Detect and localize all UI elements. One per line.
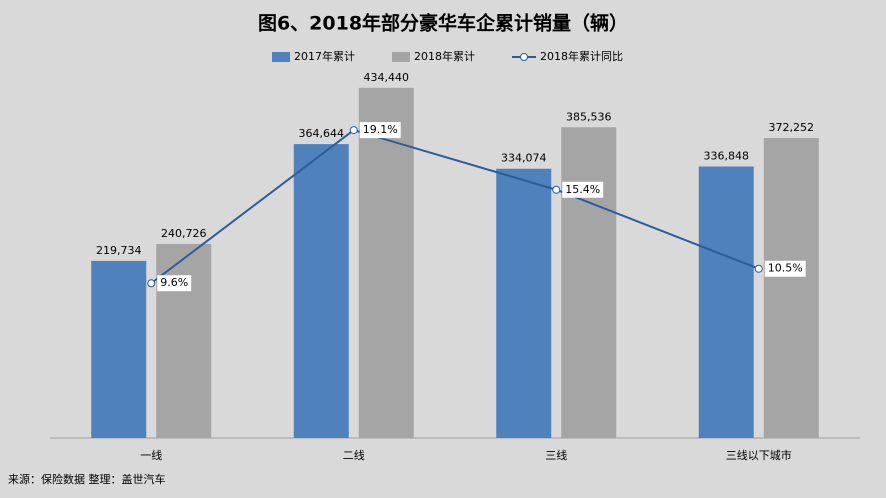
data-label: 334,074 [501,152,547,165]
data-label: 240,726 [161,227,207,240]
data-label: 434,440 [364,71,410,84]
line-point [349,126,358,135]
x-tick-label: 一线 [140,448,162,462]
legend-swatch [520,53,528,61]
data-label-box [764,260,806,277]
chart-title: 图6、2018年部分豪华车企累计销量（辆） [258,12,628,35]
bar [763,137,819,438]
bar [91,260,147,438]
source-note: 来源：保险数据 整理：盖世汽车 [8,472,166,486]
legend-swatch [272,52,290,62]
data-label: 219,734 [96,244,142,257]
bar [698,166,754,438]
legend-label: 2018年累计 [414,49,475,63]
line-point [552,185,561,194]
bar [561,127,617,438]
data-label: 372,252 [769,121,815,134]
data-label-box [359,122,401,139]
bar [293,144,349,439]
legend-swatch [392,52,410,62]
data-label: 19.1% [363,123,398,136]
data-label: 385,536 [566,110,612,123]
data-label: 15.4% [565,183,600,196]
line-point [147,279,156,288]
data-label: 9.6% [160,276,188,289]
line-point [754,264,763,273]
data-label: 364,644 [299,127,345,140]
legend-label: 2018年累计同比 [540,49,623,63]
x-tick-label: 三线 [545,448,567,462]
line [150,129,760,285]
data-label: 10.5% [768,262,803,275]
data-label-box [157,275,192,292]
data-label-box [562,181,604,198]
data-label: 336,848 [704,150,750,163]
x-tick-label: 二线 [343,448,365,462]
bar [358,87,414,438]
x-tick-label: 三线以下城市 [726,448,792,462]
bar [496,168,552,438]
legend-label: 2017年累计 [294,49,355,63]
